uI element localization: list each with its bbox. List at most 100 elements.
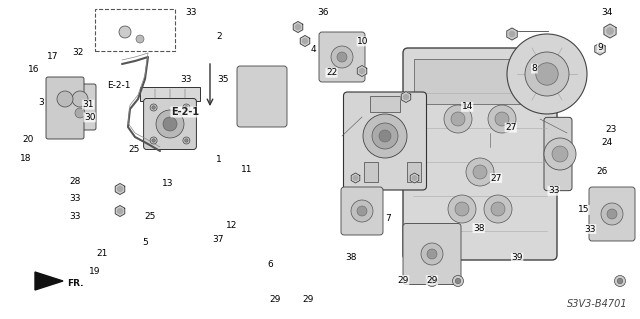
Text: 32: 32: [72, 48, 84, 57]
Circle shape: [331, 46, 353, 68]
Circle shape: [152, 106, 156, 109]
Text: 3: 3: [39, 98, 44, 107]
FancyBboxPatch shape: [544, 117, 572, 191]
Text: 27: 27: [505, 123, 516, 132]
Text: S3V3-B4701: S3V3-B4701: [568, 299, 628, 309]
Text: 15: 15: [578, 205, 589, 214]
Bar: [140, 86, 200, 100]
Text: E-2-1: E-2-1: [107, 81, 130, 90]
Circle shape: [360, 69, 364, 73]
Circle shape: [412, 176, 417, 180]
Circle shape: [484, 195, 512, 223]
Polygon shape: [401, 92, 411, 102]
Polygon shape: [115, 205, 125, 217]
Text: 35: 35: [217, 75, 228, 84]
Text: 17: 17: [47, 52, 58, 61]
FancyBboxPatch shape: [319, 32, 365, 82]
Text: 33: 33: [70, 212, 81, 221]
FancyBboxPatch shape: [237, 66, 287, 127]
Text: 13: 13: [162, 179, 173, 188]
FancyBboxPatch shape: [46, 77, 84, 139]
Text: 24: 24: [601, 138, 612, 147]
Circle shape: [185, 106, 188, 109]
Text: 10: 10: [357, 37, 369, 46]
Text: 26: 26: [596, 167, 607, 176]
FancyBboxPatch shape: [64, 84, 96, 130]
Circle shape: [448, 195, 476, 223]
Circle shape: [601, 203, 623, 225]
Text: 12: 12: [226, 221, 237, 230]
Circle shape: [118, 209, 122, 213]
Circle shape: [614, 276, 625, 286]
Circle shape: [337, 52, 347, 62]
Text: 16: 16: [28, 65, 39, 74]
Text: 18: 18: [20, 154, 31, 163]
Circle shape: [491, 202, 505, 216]
Text: 29: 29: [303, 295, 314, 304]
Polygon shape: [604, 24, 616, 38]
Circle shape: [544, 138, 576, 170]
Text: 38: 38: [345, 253, 356, 262]
Circle shape: [444, 105, 472, 133]
Polygon shape: [351, 173, 360, 183]
Text: 29: 29: [426, 276, 438, 285]
Circle shape: [57, 91, 73, 107]
Text: 27: 27: [490, 174, 502, 182]
Text: 14: 14: [461, 102, 473, 111]
Text: E-2-1: E-2-1: [171, 107, 199, 117]
Text: 34: 34: [601, 8, 612, 17]
Circle shape: [607, 209, 617, 219]
Circle shape: [488, 105, 516, 133]
Circle shape: [452, 276, 463, 286]
Circle shape: [118, 187, 122, 191]
Polygon shape: [507, 28, 517, 40]
Text: 37: 37: [212, 235, 223, 244]
Text: 8: 8: [532, 64, 537, 73]
FancyBboxPatch shape: [344, 92, 426, 190]
Text: 36: 36: [317, 8, 329, 17]
Polygon shape: [115, 183, 125, 195]
Text: 1: 1: [216, 155, 221, 164]
Circle shape: [536, 63, 558, 85]
Circle shape: [525, 52, 569, 96]
Text: 28: 28: [70, 177, 81, 186]
Circle shape: [466, 158, 494, 186]
Polygon shape: [300, 35, 310, 47]
Circle shape: [156, 110, 184, 138]
Circle shape: [296, 25, 300, 29]
Circle shape: [72, 91, 88, 107]
Text: 4: 4: [311, 45, 316, 54]
Circle shape: [183, 104, 190, 111]
Text: 19: 19: [89, 267, 100, 276]
Circle shape: [473, 165, 487, 179]
Text: 25: 25: [145, 212, 156, 221]
Circle shape: [597, 46, 603, 52]
Circle shape: [455, 202, 469, 216]
Circle shape: [150, 104, 157, 111]
Text: 20: 20: [22, 135, 34, 144]
FancyBboxPatch shape: [341, 187, 383, 235]
FancyBboxPatch shape: [143, 99, 196, 150]
Text: 21: 21: [97, 249, 108, 258]
Polygon shape: [35, 272, 63, 290]
Text: 33: 33: [180, 75, 191, 84]
Circle shape: [363, 114, 407, 158]
Circle shape: [455, 278, 461, 284]
Text: 7: 7: [386, 214, 391, 223]
Bar: [406, 162, 420, 182]
FancyBboxPatch shape: [403, 48, 557, 260]
Text: 33: 33: [70, 194, 81, 203]
Circle shape: [607, 28, 613, 34]
Text: 33: 33: [584, 225, 596, 234]
Text: 29: 29: [397, 276, 409, 285]
Circle shape: [75, 108, 85, 118]
FancyBboxPatch shape: [403, 224, 461, 285]
Text: 25: 25: [129, 145, 140, 154]
Text: 6: 6: [268, 260, 273, 269]
Text: 38: 38: [473, 224, 484, 233]
Text: 29: 29: [269, 295, 281, 304]
Polygon shape: [595, 43, 605, 55]
Text: 33: 33: [548, 186, 559, 195]
Circle shape: [119, 26, 131, 38]
Text: 22: 22: [326, 68, 337, 77]
